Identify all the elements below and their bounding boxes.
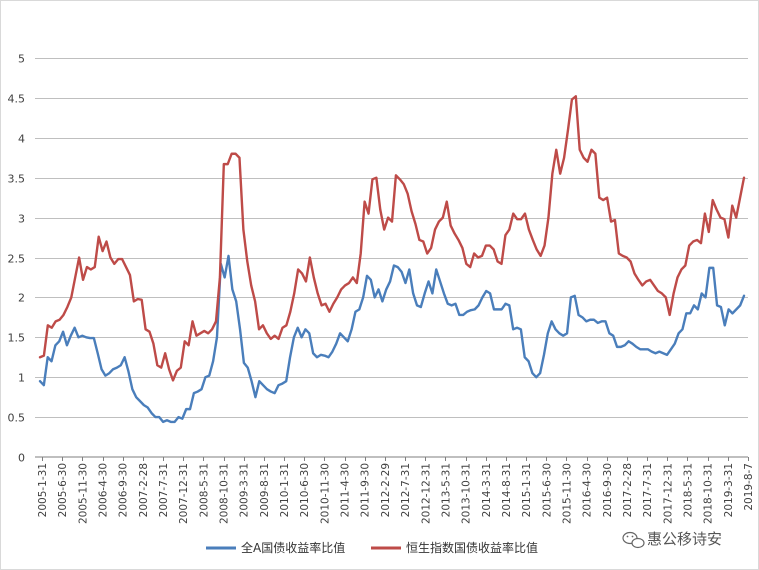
x-tick-label: 2005-11-30 [77,463,89,524]
x-tick-label: 2010-1-31 [279,463,291,517]
y-tick-label: 1.5 [8,332,26,345]
legend-label-a-share: 全A国债收益率比值 [241,540,345,555]
y-tick-label: 4.5 [8,93,26,106]
x-tick-label: 2008-5-31 [198,463,210,517]
x-axis-ticks: 2005-1-31 2005-6-30 2005-11-30 2006-4-30 200… [37,457,755,524]
y-tick-label: 2.5 [8,253,26,266]
legend-label-hang-seng: 恒生指数国债收益率比值 [406,540,538,555]
x-tick-label: 2017-12-31 [662,463,674,524]
wechat-icon [622,531,645,549]
watermark-text: 惠公移诗安 [647,530,722,548]
x-tick-label: 2018-10-31 [703,463,715,524]
x-tick-label: 2017-7-31 [642,463,654,517]
x-tick-label: 2010-11-30 [319,463,331,524]
x-tick-label: 2016-9-30 [602,463,614,517]
y-tick-label: 4 [18,133,25,146]
x-tick-label: 2013-10-31 [461,463,473,524]
x-tick-label: 2010-6-30 [299,463,311,517]
x-tick-label: 2007-2-28 [138,463,150,517]
y-tick-label: 0.5 [8,412,26,425]
y-tick-label: 3.5 [8,173,26,186]
x-tick-label: 2015-6-30 [541,463,553,517]
x-tick-label: 2009-3-31 [239,463,251,517]
watermark: 惠公移诗安 [622,530,722,549]
x-tick-label: 2019-3-31 [723,463,735,517]
series-line-hang-seng [38,95,746,382]
x-tick-label: 2017-2-28 [622,463,634,517]
y-tick-label: 5 [18,53,25,66]
y-tick-label: 0 [18,452,25,465]
y-tick-label: 1 [18,372,25,385]
x-tick-label: 2018-5-31 [683,463,695,517]
series-lines [38,95,746,424]
x-tick-label: 2006-9-30 [118,463,130,517]
x-tick-label: 2012-7-31 [400,463,412,517]
x-tick-label: 2014-8-31 [501,463,513,517]
x-tick-label: 2014-3-31 [481,463,493,517]
x-tick-label: 2011-9-30 [360,463,372,517]
y-tick-label: 2 [18,292,25,305]
x-tick-label: 2013-5-31 [440,463,452,517]
x-tick-label: 2015-1-31 [521,463,533,517]
x-tick-label: 2019-8-7 [743,463,755,511]
gridlines [35,58,748,418]
x-tick-label: 2011-4-30 [340,463,352,517]
y-tick-label: 3 [18,213,25,226]
x-tick-label: 2006-4-30 [98,463,110,517]
x-tick-label: 2012-2-29 [380,463,392,517]
x-tick-label: 2005-1-31 [37,463,49,517]
x-tick-label: 2007-12-31 [178,463,190,524]
y-axis-ticks: 0 0.5 1 1.5 2 2.5 3 3.5 4 4.5 5 [8,53,26,465]
series-line-a-share [38,254,746,424]
x-tick-label: 2008-10-31 [219,463,231,524]
x-tick-label: 2012-12-31 [420,463,432,524]
x-tick-label: 2009-8-31 [259,463,271,517]
x-tick-label: 2005-6-30 [57,463,69,517]
x-tick-label: 2015-11-30 [562,463,574,524]
x-tick-label: 2007-7-31 [158,463,170,517]
x-tick-label: 2016-4-30 [582,463,594,517]
legend: 全A国债收益率比值 恒生指数国债收益率比值 [206,540,538,555]
